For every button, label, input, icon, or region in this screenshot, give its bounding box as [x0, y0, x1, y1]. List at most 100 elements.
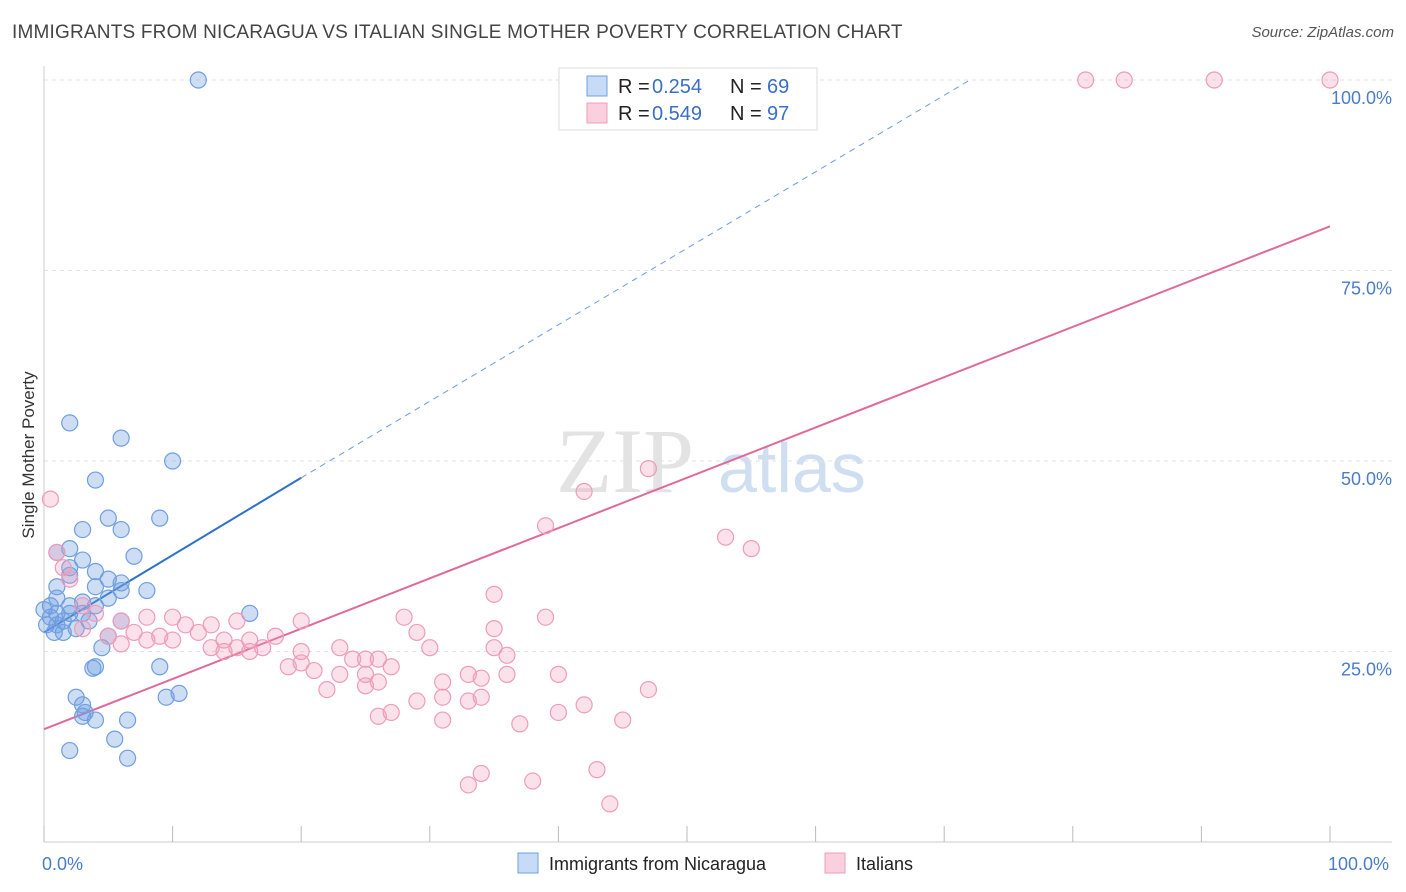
point-nicaragua — [118, 749, 137, 767]
point-italians — [536, 608, 555, 626]
point-italians — [112, 612, 130, 630]
point-italians — [472, 669, 490, 687]
point-nicaragua — [61, 741, 79, 760]
point-italians — [228, 639, 246, 657]
point-nicaragua — [164, 452, 182, 470]
point-nicaragua — [86, 562, 105, 581]
point-nicaragua — [99, 570, 117, 588]
legend-swatch-nicaragua — [586, 75, 608, 97]
point-nicaragua — [99, 509, 117, 527]
legend-r-label-2: R = — [618, 103, 650, 125]
point-italians — [202, 639, 220, 657]
point-italians — [99, 627, 117, 645]
point-nicaragua — [151, 658, 169, 676]
point-italians — [485, 620, 503, 638]
point-nicaragua — [151, 509, 169, 527]
legend-r-value-2: 0.549 — [652, 103, 702, 125]
point-nicaragua — [112, 520, 130, 539]
point-nicaragua — [84, 659, 102, 677]
legend-n-value-2: 97 — [767, 103, 789, 125]
point-italians — [485, 585, 503, 603]
point-italians — [241, 642, 259, 661]
point-italians — [524, 772, 542, 790]
point-nicaragua — [86, 578, 105, 596]
legend-n-label-1: N = — [730, 76, 762, 98]
gridlines — [44, 79, 1392, 652]
legend-n-value-1: 69 — [767, 76, 789, 98]
y-tick-label: 25.0% — [1341, 660, 1392, 680]
trendline-nicaragua-extension — [300, 79, 971, 479]
point-italians — [511, 715, 529, 733]
point-italians — [73, 620, 92, 638]
point-italians — [421, 639, 439, 657]
point-nicaragua — [189, 71, 207, 89]
legend-swatch-italians — [586, 102, 608, 124]
bottom-legend-swatch-italians — [824, 852, 846, 874]
point-italians — [1077, 71, 1095, 89]
point-nicaragua — [86, 471, 105, 489]
point-nicaragua — [125, 547, 143, 565]
point-italians — [382, 658, 400, 676]
point-italians — [86, 604, 105, 623]
watermark-zip: ZIP — [556, 410, 694, 512]
point-nicaragua — [170, 684, 188, 703]
point-italians — [614, 711, 632, 729]
y-tick-label: 100.0% — [1331, 88, 1392, 108]
point-italians — [459, 692, 477, 710]
point-italians — [588, 761, 606, 779]
point-italians — [48, 543, 66, 562]
point-italians — [266, 627, 285, 645]
point-italians — [164, 631, 182, 649]
point-nicaragua — [118, 711, 137, 729]
point-italians — [382, 703, 400, 722]
point-italians — [318, 680, 336, 699]
point-italians — [254, 639, 272, 657]
point-italians — [369, 650, 387, 668]
point-nicaragua — [106, 730, 124, 748]
point-nicaragua — [138, 581, 156, 600]
chart-title: IMMIGRANTS FROM NICARAGUA VS ITALIAN SIN… — [12, 22, 903, 43]
point-italians — [112, 635, 130, 653]
point-italians — [536, 517, 555, 535]
point-italians — [41, 490, 60, 508]
point-italians — [575, 482, 593, 501]
trendline-italians — [43, 225, 1331, 731]
point-italians — [549, 703, 568, 722]
y-axis-label: Single Mother Poverty — [19, 371, 38, 539]
point-italians — [639, 680, 658, 699]
point-nicaragua — [73, 707, 92, 725]
point-italians — [459, 665, 477, 683]
point-nicaragua — [112, 581, 130, 600]
point-italians — [472, 764, 490, 783]
stats-legend: R = 0.254 N = 69 R = 0.549 N = 97 — [558, 67, 818, 131]
point-italians — [472, 688, 490, 706]
point-italians — [716, 528, 735, 546]
point-nicaragua — [67, 620, 85, 638]
legend-r-value-1: 0.254 — [652, 76, 702, 98]
point-italians — [549, 665, 568, 683]
point-italians — [292, 654, 310, 672]
point-italians — [369, 673, 387, 691]
point-italians — [408, 623, 426, 642]
axes: 25.0% 50.0% 75.0% 100.0% — [43, 66, 1392, 843]
point-italians — [228, 612, 246, 630]
x-tick-right: 100.0% — [1328, 854, 1389, 874]
data-points — [35, 71, 1339, 813]
point-italians — [639, 460, 658, 478]
point-italians — [344, 650, 362, 668]
point-nicaragua — [157, 688, 175, 706]
point-italians — [459, 776, 477, 794]
point-italians — [331, 665, 349, 683]
point-italians — [125, 623, 143, 642]
point-italians — [151, 627, 169, 645]
point-italians — [176, 616, 195, 634]
point-italians — [1115, 71, 1133, 89]
watermark-atlas: atlas — [718, 429, 866, 507]
y-tick-label: 75.0% — [1341, 279, 1392, 299]
point-italians — [73, 597, 92, 615]
point-italians — [408, 692, 426, 710]
point-italians — [601, 795, 619, 813]
point-nicaragua — [73, 551, 92, 569]
point-italians — [138, 608, 156, 626]
point-italians — [498, 646, 516, 664]
